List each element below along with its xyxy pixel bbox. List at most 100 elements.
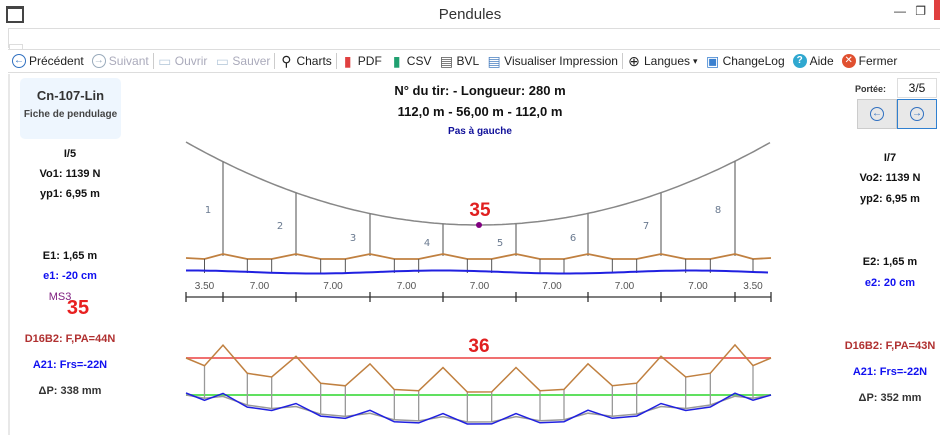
- charts-button[interactable]: ⚲ Charts: [275, 54, 335, 68]
- dropper-label: 1: [205, 205, 211, 216]
- header-line1: N° du tir: - Longueur: 280 m: [394, 83, 566, 98]
- right-yp: yp2: 6,95 m: [860, 193, 920, 205]
- left-d16: D16B2: F,PA=44N: [24, 333, 116, 345]
- dropdown-caret-icon: ▾: [693, 55, 698, 66]
- center-label: 35: [469, 200, 491, 221]
- sauver-button[interactable]: ▭ Sauver: [211, 54, 274, 68]
- suivant-button[interactable]: → Suivant: [88, 54, 153, 68]
- toolbar-label: ChangeLog: [722, 54, 785, 68]
- toolbar-separator: [152, 53, 154, 69]
- dropper-label: 6: [570, 233, 576, 244]
- portee-value: 3/5: [897, 78, 937, 98]
- close-window-button[interactable]: [934, 0, 940, 20]
- line-card: Cn-107-Lin Fiche de pendulage: [20, 78, 121, 139]
- toolbar-label: Langues: [643, 54, 691, 68]
- pdf-button[interactable]: ▮ PDF: [337, 54, 386, 68]
- arrow-left-circle-icon: ←: [12, 54, 26, 68]
- right-i: I/7: [883, 152, 897, 164]
- fermer-button[interactable]: ✕ Fermer: [838, 54, 902, 68]
- aide-button[interactable]: ? Aide: [789, 54, 838, 68]
- csv-icon: ▮: [392, 53, 401, 69]
- right-vo: Vo2: 1139 N: [859, 172, 921, 184]
- langues-button[interactable]: ⊕ Langues ▾: [623, 54, 702, 68]
- lower-gray-chain: [185, 394, 772, 423]
- blue-wire: [186, 269, 769, 275]
- toolbar-label: Aide: [809, 54, 834, 68]
- right-d16: D16B2: F,PA=43N: [844, 340, 936, 352]
- toolbar-label: Visualiser Impression: [504, 54, 618, 68]
- toolbar: ← Précédent → Suivant ▭ Ouvrir ▭ Sauver ⚲ Charts ▮…: [8, 49, 940, 73]
- arrow-right-circle-icon: →: [91, 54, 106, 68]
- csv-button[interactable]: ▮ CSV: [386, 54, 436, 68]
- gift-icon: ▣: [705, 53, 720, 69]
- visualiser-impression-button[interactable]: ▤ Visualiser Impression: [483, 54, 622, 68]
- header-line3: Pas à gauche: [448, 126, 512, 137]
- minimize-button[interactable]: —: [894, 4, 906, 18]
- lower-blue-chain: [185, 392, 772, 425]
- arrow-right-icon: →: [910, 107, 924, 121]
- toolbar-label: Suivant: [108, 54, 149, 68]
- tab-strip: [8, 28, 940, 50]
- toolbar-label: Ouvrir: [174, 54, 208, 68]
- ouvrir-button[interactable]: ▭ Ouvrir: [154, 54, 212, 68]
- dropper-label: 7: [643, 221, 649, 232]
- close-circle-icon: ✕: [841, 54, 856, 68]
- left-e: e1: -20 cm: [43, 270, 97, 282]
- span-label: 7.00: [397, 281, 417, 292]
- right-dp: ΔP: 352 mm: [858, 392, 922, 404]
- span-label: 3.50: [195, 281, 215, 292]
- portee-label: Portée:: [855, 84, 887, 94]
- window-title: Pendules: [438, 6, 502, 23]
- line-name: Cn-107-Lin: [36, 88, 105, 103]
- contact-wire: [185, 253, 772, 260]
- toolbar-separator: [621, 53, 623, 69]
- right-E: E2: 1,65 m: [862, 256, 918, 268]
- span-label: 7.00: [688, 281, 708, 292]
- bvl-button[interactable]: ▤ BVL: [435, 54, 483, 68]
- left-border: [8, 74, 10, 435]
- restore-button[interactable]: ❐: [915, 4, 926, 18]
- left-dp: ΔP: 338 mm: [38, 385, 102, 397]
- dropper-label: 4: [424, 238, 430, 249]
- right-a21: A21: Frs=-22N: [852, 366, 928, 378]
- left-ms: MS3: [48, 291, 72, 303]
- toolbar-label: CSV: [406, 54, 432, 68]
- dropper-label: 5: [497, 238, 503, 249]
- left-yp: yp1: 6,95 m: [40, 188, 100, 200]
- toolbar-label: PDF: [357, 54, 382, 68]
- changelog-button[interactable]: ▣ ChangeLog: [702, 54, 789, 68]
- span-label: 7.00: [615, 281, 635, 292]
- span-label: 7.00: [323, 281, 343, 292]
- toolbar-separator: [274, 53, 276, 69]
- toolbar-label: Fermer: [858, 54, 898, 68]
- lower-contact-profile: [185, 343, 772, 393]
- lower-label: 36: [468, 336, 489, 357]
- save-icon: ▭: [215, 53, 230, 69]
- toolbar-label: Charts: [296, 54, 332, 68]
- arrow-left-icon: ←: [870, 107, 884, 121]
- dropper-label: 2: [277, 221, 283, 232]
- magnifier-icon: ⚲: [281, 53, 292, 69]
- toolbar-label: Précédent: [29, 54, 84, 68]
- card-subtitle: Fiche de pendulage: [23, 109, 118, 120]
- bvl-icon: ▤: [439, 53, 454, 69]
- span-label: 7.00: [250, 281, 270, 292]
- toolbar-label: BVL: [456, 54, 480, 68]
- dropper-label: 3: [350, 233, 356, 244]
- left-i: I/5: [63, 148, 77, 160]
- folder-icon: ▭: [158, 53, 172, 69]
- tab[interactable]: [9, 44, 23, 50]
- span-label: 3.50: [743, 281, 763, 292]
- help-icon: ?: [792, 54, 807, 68]
- app-logo-icon: [6, 6, 24, 23]
- center-point: [476, 222, 482, 228]
- header-line2: 112,0 m - 56,00 m - 112,0 m: [397, 104, 563, 119]
- left-num: 35: [66, 297, 90, 319]
- left-E: E1: 1,65 m: [42, 250, 98, 262]
- span-label: 7.00: [542, 281, 562, 292]
- next-span-button[interactable]: →: [897, 99, 937, 129]
- previous-span-button[interactable]: ←: [857, 99, 897, 129]
- pr-c-dent-button[interactable]: ← Précédent: [8, 54, 88, 68]
- title-bar: Pendules — ❐: [0, 0, 940, 28]
- toolbar-separator: [335, 53, 337, 69]
